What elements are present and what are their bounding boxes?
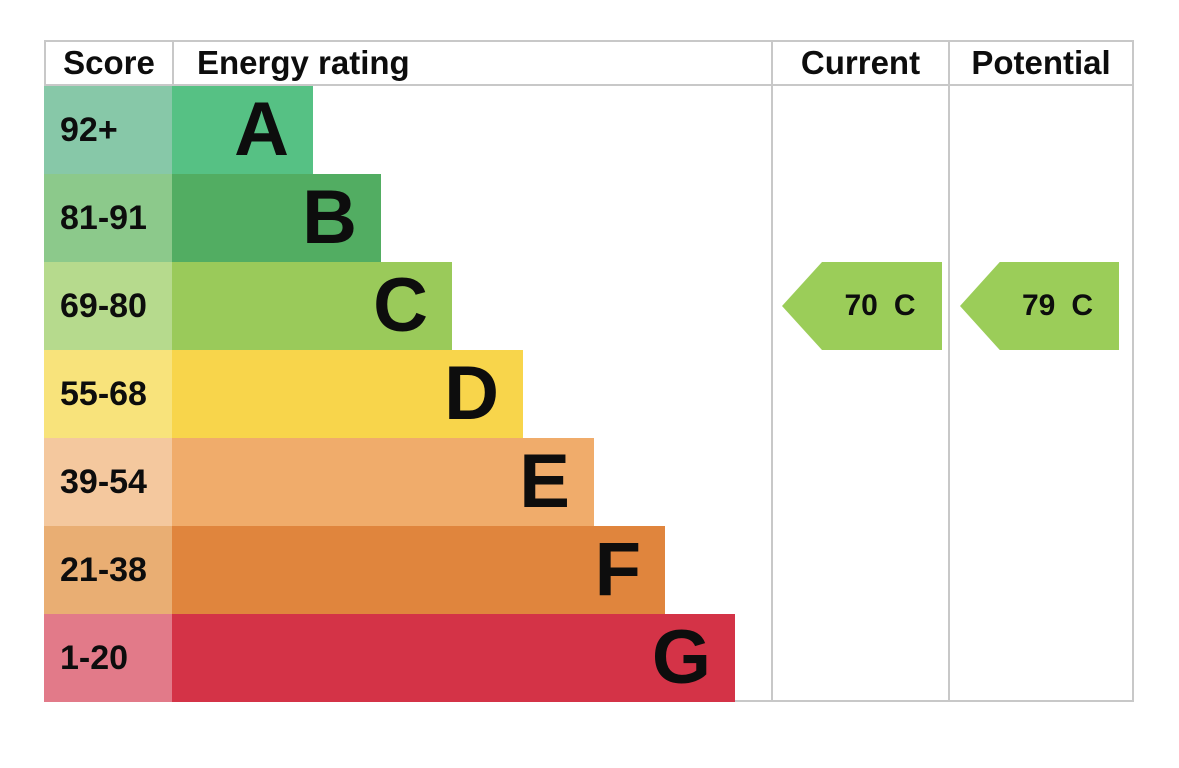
table-body: 92+ A 81-91 B 69-80 C 55-68	[44, 86, 1134, 702]
score-range-a: 92+	[44, 86, 172, 174]
score-range-g: 1-20	[44, 614, 172, 702]
band-row-b: 81-91 B	[44, 174, 1134, 262]
band-bar-a: A	[172, 86, 313, 174]
score-range-f: 21-38	[44, 526, 172, 614]
score-range-b: 81-91	[44, 174, 172, 262]
energy-rating-column-header: Energy rating	[172, 42, 771, 84]
potential-rating-value: 79	[1021, 289, 1056, 322]
band-row-d: 55-68 D	[44, 350, 1134, 438]
current-rating-value: 70	[844, 289, 878, 322]
band-row-c: 69-80 C	[44, 262, 1134, 350]
band-letter-c: C	[373, 263, 428, 348]
band-row-g: 1-20 G	[44, 614, 1134, 702]
potential-rating-arrow: 79 C	[960, 262, 1119, 350]
current-rating-letter: C	[893, 289, 916, 322]
band-letter-e: E	[519, 439, 570, 524]
current-rating-arrow: 70 C	[782, 262, 942, 350]
potential-column: 79 C	[948, 86, 1134, 702]
epc-table: Score Energy rating Current Potential 92…	[44, 40, 1134, 702]
band-bar-c: C	[172, 262, 452, 350]
band-row-e: 39-54 E	[44, 438, 1134, 526]
band-letter-b: B	[302, 175, 357, 260]
current-column: 70 C	[771, 86, 948, 702]
band-bar-b: B	[172, 174, 381, 262]
band-bar-f: F	[172, 526, 665, 614]
band-letter-d: D	[444, 351, 499, 436]
band-bar-g: G	[172, 614, 735, 702]
band-row-a: 92+ A	[44, 86, 1134, 174]
band-letter-g: G	[651, 615, 711, 700]
potential-rating-letter: C	[1071, 289, 1094, 322]
band-letter-a: A	[234, 87, 289, 172]
current-column-header: Current	[771, 42, 948, 84]
table-header: Score Energy rating Current Potential	[44, 40, 1134, 86]
band-bar-d: D	[172, 350, 523, 438]
band-bar-e: E	[172, 438, 594, 526]
potential-column-header: Potential	[948, 42, 1134, 84]
score-range-c: 69-80	[44, 262, 172, 350]
score-range-d: 55-68	[44, 350, 172, 438]
band-letter-f: F	[594, 527, 641, 612]
score-column-header: Score	[44, 42, 172, 84]
score-range-e: 39-54	[44, 438, 172, 526]
band-row-f: 21-38 F	[44, 526, 1134, 614]
